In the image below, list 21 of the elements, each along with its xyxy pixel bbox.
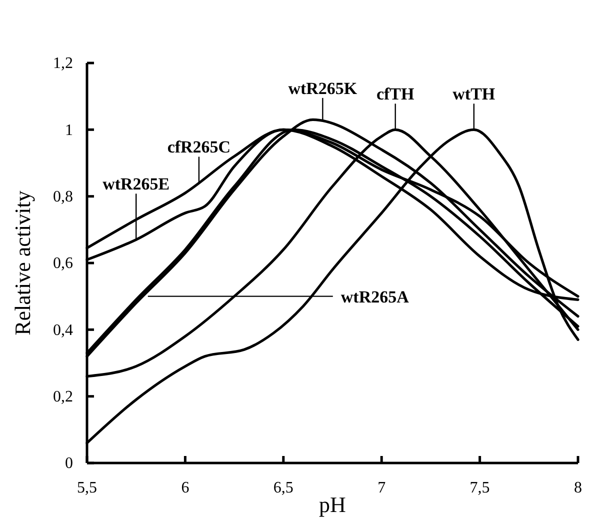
y-tick-label: 0,8 bbox=[53, 188, 73, 206]
annotation: wtTH bbox=[452, 84, 496, 104]
y-tick-label: 0,2 bbox=[53, 388, 73, 406]
y-tick-label: 0 bbox=[65, 455, 73, 472]
y-tick-label: 1,2 bbox=[53, 55, 73, 72]
x-tick-label: 6,5 bbox=[273, 479, 294, 496]
y-tick-label: 1 bbox=[65, 122, 73, 139]
y-tick-label: 0,6 bbox=[53, 255, 73, 272]
annotation: wtR265K bbox=[288, 78, 358, 98]
x-tick-label: 8 bbox=[574, 479, 582, 496]
annotation: wtR265E bbox=[102, 174, 170, 194]
annotation: wtR265A bbox=[340, 287, 410, 306]
x-tick-label: 6 bbox=[181, 479, 190, 496]
x-tick-label: 5,5 bbox=[77, 479, 97, 496]
annotation: cfTH bbox=[376, 84, 414, 104]
x-tick-label: 7,5 bbox=[470, 479, 490, 496]
y-tick-label: 0,4 bbox=[53, 322, 73, 339]
x-tick-label: 7 bbox=[378, 479, 386, 496]
x-axis-title: pH bbox=[319, 492, 346, 517]
annotation: cfR265C bbox=[167, 138, 231, 157]
y-axis-title: Relative activity bbox=[10, 190, 35, 336]
